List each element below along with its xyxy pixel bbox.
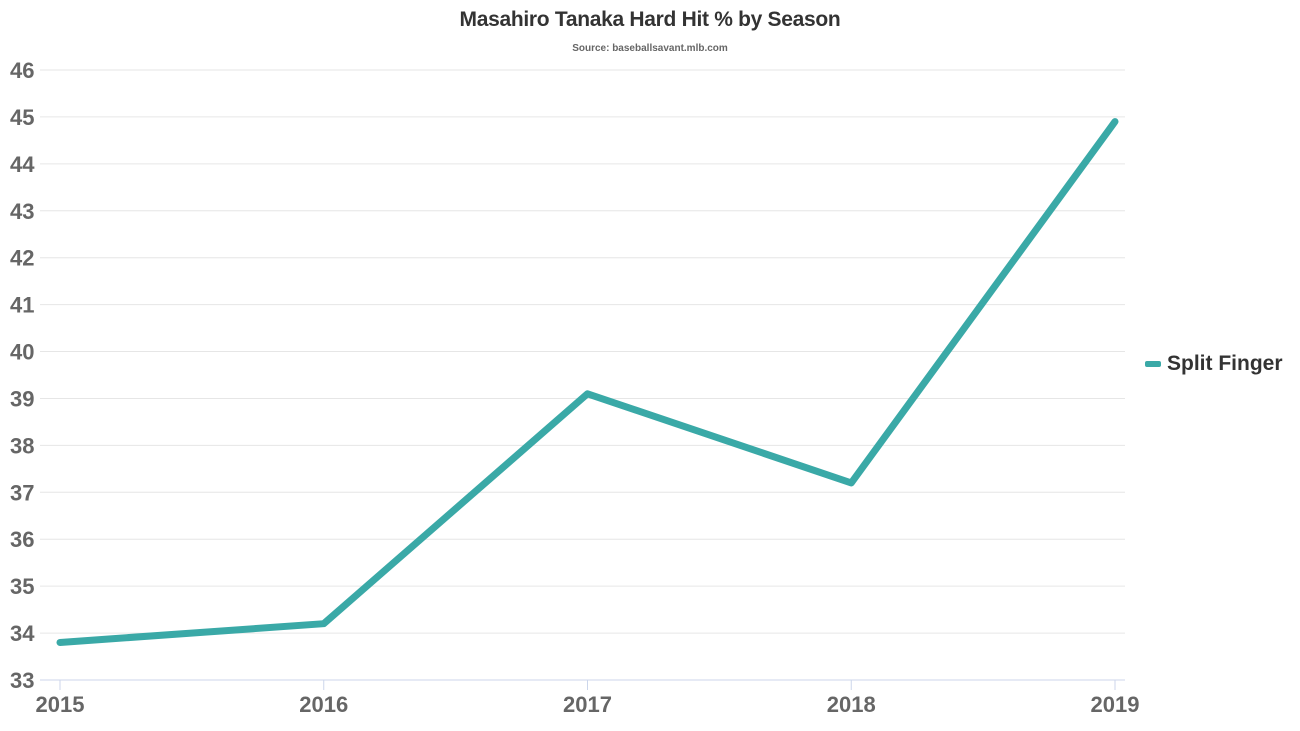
y-tick-label: 38 <box>10 433 34 458</box>
legend-swatch <box>1145 361 1161 367</box>
x-tick-label: 2018 <box>827 692 876 717</box>
y-tick-label: 41 <box>10 293 34 318</box>
y-tick-label: 36 <box>10 527 34 552</box>
y-tick-label: 45 <box>10 105 34 130</box>
chart-subtitle: Source: baseballsavant.mlb.com <box>572 43 728 54</box>
x-tick-label: 2019 <box>1091 692 1140 717</box>
x-tick-label: 2016 <box>299 692 348 717</box>
y-tick-label: 44 <box>10 152 35 177</box>
chart-title: Masahiro Tanaka Hard Hit % by Season <box>459 8 841 31</box>
y-tick-label: 35 <box>10 574 34 599</box>
y-tick-label: 42 <box>10 246 34 271</box>
y-tick-label: 46 <box>10 58 34 83</box>
legend: Split Finger <box>1145 352 1283 376</box>
y-tick-label: 33 <box>10 668 34 693</box>
y-tick-label: 40 <box>10 340 34 365</box>
x-tick-label: 2017 <box>563 692 612 717</box>
y-tick-label: 39 <box>10 386 34 411</box>
y-tick-label: 37 <box>10 480 34 505</box>
y-tick-label: 34 <box>10 621 35 646</box>
legend-label: Split Finger <box>1167 352 1283 375</box>
series-line <box>56 118 1119 646</box>
y-tick-label: 43 <box>10 199 34 224</box>
x-tick-label: 2015 <box>36 692 85 717</box>
